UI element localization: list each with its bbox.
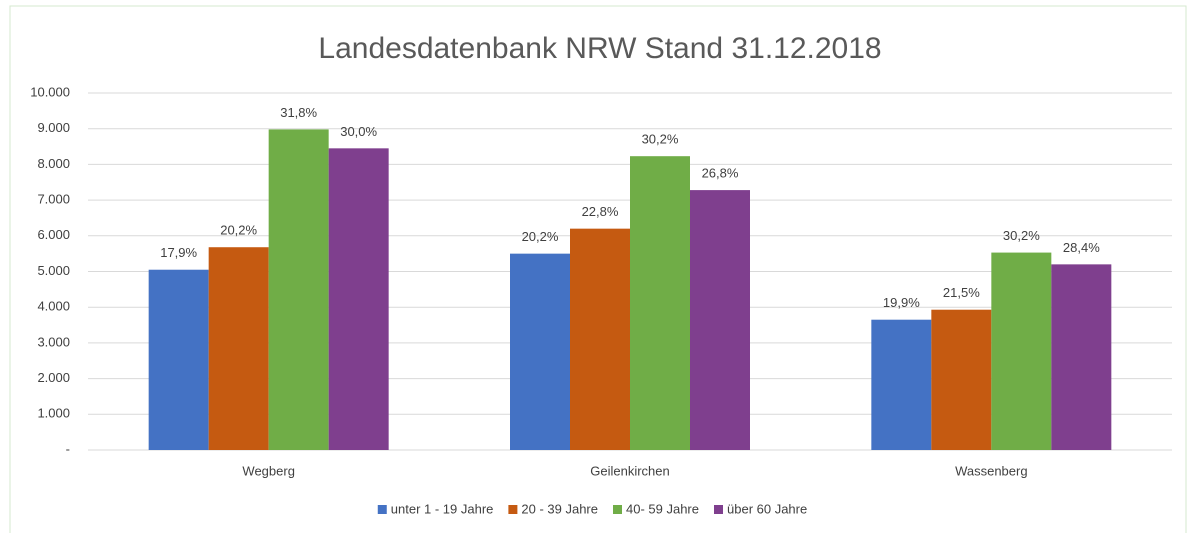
data-label: 31,8% xyxy=(280,105,317,120)
legend-label: über 60 Jahre xyxy=(727,501,807,516)
bar xyxy=(690,190,750,450)
x-tick-label: Wegberg xyxy=(242,463,295,478)
y-tick-label: 10.000 xyxy=(30,84,70,99)
bar xyxy=(148,269,209,450)
legend-label: 40- 59 Jahre xyxy=(626,501,699,516)
data-label: 22,8% xyxy=(582,204,619,219)
y-tick-label: 6.000 xyxy=(37,227,70,242)
bar xyxy=(268,129,329,450)
bar xyxy=(510,253,570,450)
bar xyxy=(630,156,690,450)
y-tick-label: 1.000 xyxy=(37,406,70,421)
data-label: 30,0% xyxy=(340,124,377,139)
y-tick-label: 4.000 xyxy=(37,299,70,314)
data-label: 17,9% xyxy=(160,245,197,260)
chart-title: Landesdatenbank NRW Stand 31.12.2018 xyxy=(318,32,881,65)
legend-swatch xyxy=(714,505,723,514)
legend-swatch xyxy=(613,505,622,514)
chart-border xyxy=(9,5,1187,533)
data-label: 20,2% xyxy=(522,229,559,244)
data-label: 28,4% xyxy=(1063,240,1100,255)
bar xyxy=(328,148,389,450)
y-tick-label: 2.000 xyxy=(37,370,70,385)
x-tick-label: Wassenberg xyxy=(955,463,1028,478)
data-label: 20,2% xyxy=(220,223,257,238)
y-tick-label: 5.000 xyxy=(37,263,70,278)
data-label: 30,2% xyxy=(1003,228,1040,243)
x-tick-label: Geilenkirchen xyxy=(590,463,670,478)
data-label: 26,8% xyxy=(702,166,739,181)
bar xyxy=(208,247,269,450)
y-tick-label: 8.000 xyxy=(37,156,70,171)
bar xyxy=(991,252,1052,450)
legend-swatch xyxy=(377,505,387,514)
y-tick-label: 7.000 xyxy=(37,192,70,207)
legend-label: unter 1 - 19 Jahre xyxy=(391,501,494,516)
legend-swatch xyxy=(508,505,518,514)
data-label: 30,2% xyxy=(642,132,679,147)
bar xyxy=(570,228,630,450)
bar xyxy=(1051,264,1112,450)
bar xyxy=(871,319,932,450)
y-tick-label: - xyxy=(66,441,70,456)
data-label: 19,9% xyxy=(883,295,920,310)
data-label: 21,5% xyxy=(943,285,980,300)
y-tick-label: 3.000 xyxy=(37,334,70,349)
y-tick-label: 9.000 xyxy=(37,120,70,135)
legend-label: 20 - 39 Jahre xyxy=(521,501,598,516)
bar xyxy=(931,309,992,450)
